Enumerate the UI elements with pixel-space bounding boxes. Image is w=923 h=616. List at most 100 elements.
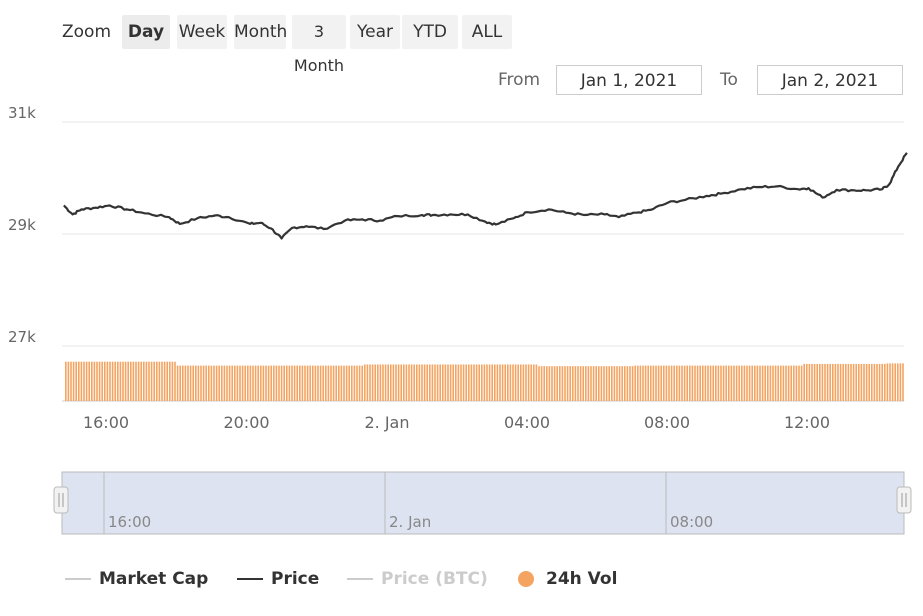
legend-item-market-cap[interactable]: Market Cap xyxy=(65,566,208,592)
volume-bar xyxy=(231,365,233,401)
volume-bar xyxy=(540,366,543,401)
volume-bar xyxy=(431,364,434,401)
volume-bar xyxy=(787,365,790,401)
volume-bar xyxy=(873,363,876,401)
volume-bar xyxy=(314,365,317,401)
volume-bar xyxy=(795,365,798,401)
volume-bar xyxy=(343,365,345,401)
volume-bar xyxy=(197,365,200,401)
volume-bar xyxy=(158,361,161,401)
volume-bar xyxy=(842,363,844,401)
volume-bar xyxy=(494,364,496,401)
volume-bar xyxy=(663,365,665,401)
zoom-3-month-button[interactable]: 3 Month xyxy=(292,15,346,75)
volume-bar xyxy=(678,365,681,401)
volume-bar xyxy=(96,361,98,401)
volume-bar xyxy=(722,365,725,401)
volume-bar xyxy=(423,364,426,401)
volume-bar xyxy=(884,363,886,401)
volume-bar xyxy=(587,366,590,401)
zoom-ytd-button[interactable]: YTD xyxy=(402,15,458,49)
volume-bar xyxy=(546,366,548,401)
navigator-left-handle[interactable] xyxy=(53,486,69,514)
volume-bar xyxy=(782,365,785,401)
volume-bar xyxy=(306,365,309,401)
volume-bar xyxy=(868,363,870,401)
legend-item-24h-vol[interactable]: 24h Vol xyxy=(518,566,617,592)
volume-bar xyxy=(148,361,150,401)
volume-bar xyxy=(143,361,145,401)
volume-bar xyxy=(340,365,343,401)
volume-bar xyxy=(585,366,587,401)
volume-bar xyxy=(111,361,114,401)
zoom-year-button[interactable]: Year xyxy=(350,15,400,49)
volume-bar xyxy=(808,363,811,401)
volume-bar xyxy=(236,365,239,401)
volume-bar xyxy=(249,365,252,401)
volume-bar xyxy=(392,364,395,401)
volume-bar xyxy=(353,365,356,401)
price-series-line xyxy=(63,152,908,240)
volume-bar xyxy=(413,364,415,401)
volume-bar xyxy=(377,364,379,401)
volume-bar xyxy=(655,365,657,401)
volume-bar xyxy=(80,361,83,401)
volume-bar xyxy=(247,365,249,401)
volume-bar xyxy=(374,364,376,401)
range-to-label: To xyxy=(720,70,738,90)
volume-bar xyxy=(312,365,314,401)
volume-bar xyxy=(738,365,740,401)
volume-bar xyxy=(408,364,410,401)
volume-bar xyxy=(449,364,452,401)
range-from-input[interactable]: Jan 1, 2021 xyxy=(556,65,702,95)
volume-bar xyxy=(704,365,707,401)
navigator-right-handle[interactable] xyxy=(896,486,912,514)
volume-bar xyxy=(67,361,70,401)
zoom-month-button[interactable]: Month xyxy=(234,15,287,49)
volume-bar xyxy=(556,366,558,401)
volume-bar xyxy=(436,364,439,401)
volume-bar xyxy=(803,363,805,401)
legend-item-price[interactable]: Price xyxy=(237,566,319,592)
volume-bar xyxy=(174,361,176,401)
volume-bar xyxy=(637,365,639,401)
volume-bar xyxy=(621,366,623,401)
volume-bar xyxy=(629,366,631,401)
x-tick-label: 2. Jan xyxy=(364,413,409,432)
volume-bar xyxy=(590,366,592,401)
volume-bar xyxy=(327,365,330,401)
volume-bar xyxy=(106,361,109,401)
volume-bar xyxy=(811,363,813,401)
navigator-tick-label: 08:00 xyxy=(670,513,713,531)
navigator[interactable]: 16:00 2. Jan 08:00 xyxy=(53,471,912,535)
volume-bar xyxy=(644,365,647,401)
volume-bar xyxy=(223,365,226,401)
volume-bar xyxy=(176,365,179,401)
volume-bar xyxy=(179,365,181,401)
volume-bar xyxy=(499,364,501,401)
volume-bar xyxy=(496,364,499,401)
volume-bar xyxy=(465,364,467,401)
volume-bar xyxy=(759,365,761,401)
range-to-input[interactable]: Jan 2, 2021 xyxy=(757,65,903,95)
volume-bar xyxy=(418,364,421,401)
volume-bar xyxy=(202,365,205,401)
navigator-selected-range[interactable] xyxy=(61,471,905,535)
zoom-day-button[interactable]: Day xyxy=(122,15,170,49)
x-tick-label: 08:00 xyxy=(644,413,690,432)
zoom-week-button[interactable]: Week xyxy=(177,15,227,49)
volume-bar xyxy=(104,361,106,401)
volume-bar xyxy=(683,365,686,401)
zoom-all-button[interactable]: ALL xyxy=(462,15,512,49)
volume-bar xyxy=(858,363,860,401)
volume-bar xyxy=(769,365,772,401)
volume-bar xyxy=(130,361,132,401)
volume-bar xyxy=(332,365,335,401)
volume-bar xyxy=(865,363,868,401)
volume-bar xyxy=(657,365,660,401)
volume-bar xyxy=(715,365,717,401)
volume-bar xyxy=(358,365,361,401)
volume-bar xyxy=(275,365,278,401)
volume-bar xyxy=(533,364,535,401)
legend-item-price-btc[interactable]: Price (BTC) xyxy=(347,566,488,592)
